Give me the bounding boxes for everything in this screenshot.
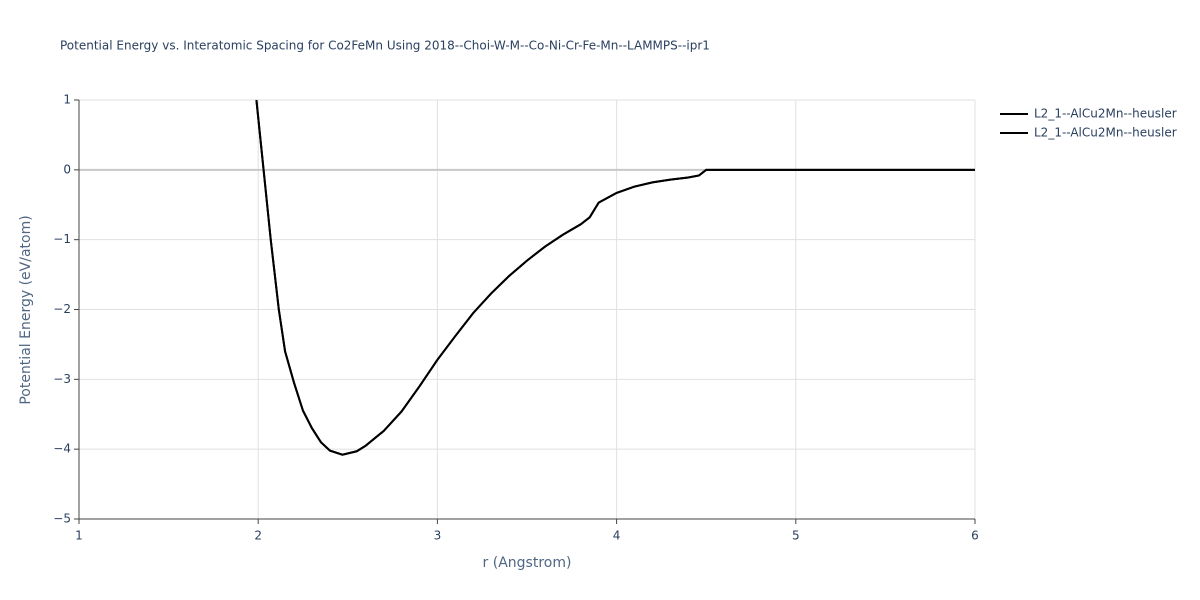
- x-tick-label: 3: [434, 529, 442, 543]
- y-tick-label: −2: [53, 302, 71, 316]
- x-tick-label: 6: [971, 529, 979, 543]
- x-tick-label: 4: [613, 529, 621, 543]
- x-tick-label: 5: [792, 529, 800, 543]
- x-tick-label: 1: [75, 529, 83, 543]
- y-tick-label: −5: [53, 512, 71, 526]
- line-series: [255, 99, 975, 456]
- y-tick-label: −1: [53, 232, 71, 246]
- y-tick-label: 1: [63, 93, 71, 107]
- line-series: [255, 99, 975, 456]
- y-tick-label: −4: [53, 442, 71, 456]
- legend-label: L2_1--AlCu2Mn--heusler: [1034, 107, 1177, 121]
- x-tick-label: 2: [254, 529, 262, 543]
- y-axis-title: Potential Energy (eV/atom): [18, 215, 34, 404]
- chart-title: Potential Energy vs. Interatomic Spacing…: [60, 39, 710, 53]
- legend-label: L2_1--AlCu2Mn--heusler: [1034, 126, 1177, 140]
- y-tick-label: −3: [53, 372, 71, 386]
- y-tick-label: 0: [63, 162, 71, 176]
- x-axis-title: r (Angstrom): [483, 555, 572, 571]
